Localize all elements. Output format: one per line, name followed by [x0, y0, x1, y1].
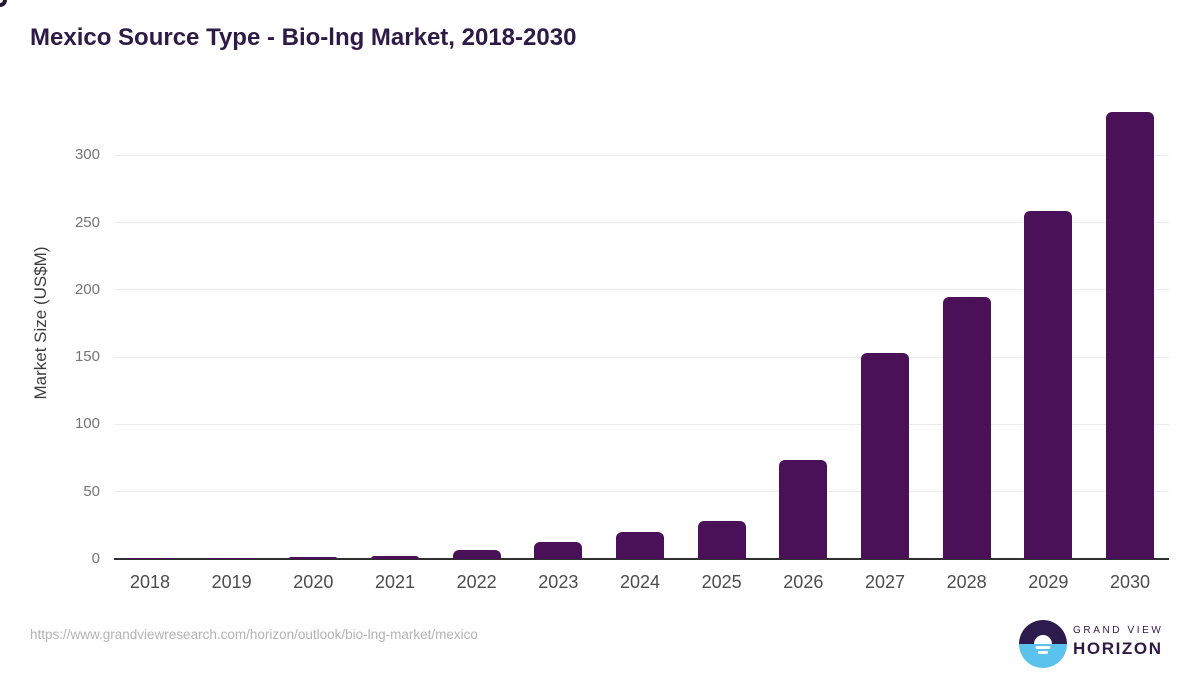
- logo-text: GRAND VIEW HORIZON: [1073, 625, 1163, 659]
- source-url-text: https://www.grandviewresearch.com/horizo…: [30, 627, 478, 642]
- chart-title: Mexico Source Type - Bio-lng Market, 201…: [30, 24, 577, 51]
- screenshot-corner-artifact: [0, 0, 7, 7]
- x-tick-label-2029: 2029: [1028, 572, 1069, 592]
- gridline-100: [114, 423, 1169, 425]
- bar-2019: [207, 557, 256, 559]
- grand-view-horizon-logo: GRAND VIEW HORIZON: [1019, 620, 1161, 668]
- x-tick-label-2018: 2018: [129, 572, 171, 592]
- gridline-250: [114, 222, 1169, 224]
- x-tick-label-2028: 2028: [946, 572, 987, 592]
- x-tick-label-2027: 2027: [864, 572, 906, 592]
- sun-ray-shape: [1035, 646, 1051, 649]
- gridline-150: [114, 356, 1169, 358]
- x-tick-label-2023: 2023: [538, 572, 579, 592]
- x-tick-label-2020: 2020: [293, 572, 334, 592]
- bar-2023: [534, 541, 583, 559]
- y-tick-label-300: 300: [74, 146, 100, 164]
- horizon-sunrise-icon: [1019, 620, 1067, 668]
- y-tick-label-50: 50: [83, 482, 100, 500]
- logo-brand-line: GRAND VIEW: [1073, 625, 1164, 636]
- y-tick-label-150: 150: [74, 348, 100, 366]
- x-tick-label-2030: 2030: [1109, 572, 1151, 592]
- x-tick-label-2024: 2024: [619, 572, 661, 592]
- x-tick-label-2026: 2026: [783, 572, 824, 592]
- bar-2021: [371, 556, 419, 559]
- x-tick-label-2021: 2021: [374, 572, 416, 592]
- bar-2018: [126, 557, 174, 559]
- bar-2025: [697, 520, 746, 559]
- x-tick-label-2025: 2025: [701, 572, 742, 592]
- y-tick-label-0: 0: [91, 550, 100, 567]
- gridline-200: [114, 289, 1169, 291]
- bar-2026: [779, 460, 828, 559]
- gridline-300: [114, 154, 1169, 156]
- bar-2027: [861, 353, 909, 559]
- bar-2022: [452, 549, 501, 559]
- bar-2030: [1106, 112, 1154, 559]
- sun-dome-shape: [1034, 635, 1052, 644]
- sun-ray-shape: [1038, 651, 1048, 654]
- x-tick-label-2022: 2022: [456, 572, 497, 592]
- bar-2024: [616, 532, 664, 559]
- logo-product-line: HORIZON: [1073, 639, 1163, 658]
- x-tick-label-2019: 2019: [211, 572, 252, 592]
- bar-2029: [1024, 210, 1073, 559]
- y-tick-label-100: 100: [74, 415, 100, 433]
- x-axis-line: [114, 558, 1169, 560]
- y-tick-label-250: 250: [74, 213, 100, 231]
- bar-2028: [942, 296, 991, 559]
- y-tick-label-200: 200: [74, 280, 100, 298]
- gridline-50: [114, 491, 1169, 493]
- bar-2020: [289, 557, 338, 559]
